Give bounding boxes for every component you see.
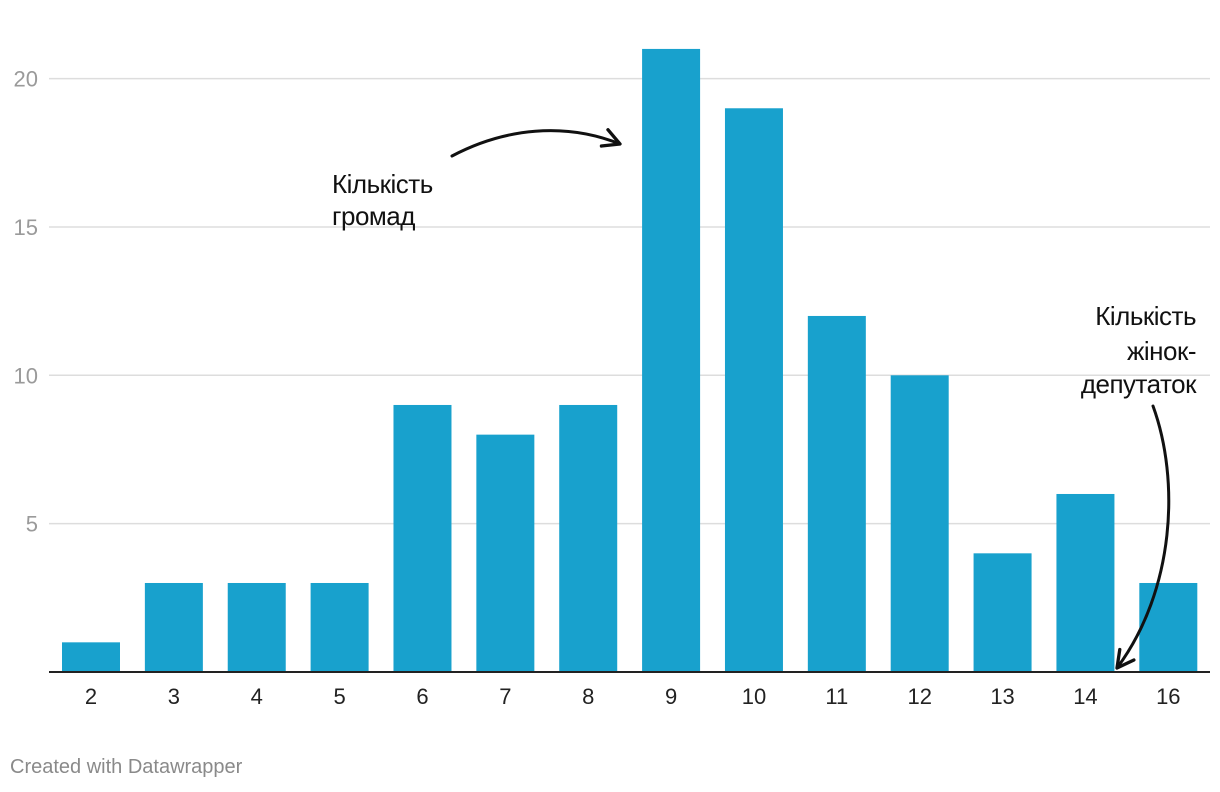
bar-13 <box>973 553 1032 672</box>
women-annotation-line-1: Кількість <box>1095 301 1196 331</box>
x-tick-label-5: 5 <box>333 684 345 709</box>
x-tick-label-3: 3 <box>168 684 180 709</box>
bars <box>62 48 1198 673</box>
women-arrow <box>1115 404 1171 670</box>
communities-annotation: Кількість громад <box>332 169 433 231</box>
communities-annotation-line-1: Кількість <box>332 169 433 199</box>
y-tick-label-10: 10 <box>14 363 38 388</box>
x-axis-ticks: 2 3 4 5 6 7 8 9 10 11 12 13 14 16 <box>85 684 1181 709</box>
women-annotation-line-2: жінок- <box>1127 336 1196 366</box>
x-tick-label-6: 6 <box>416 684 428 709</box>
x-tick-label-12: 12 <box>907 684 931 709</box>
x-tick-label-4: 4 <box>251 684 263 709</box>
x-tick-label-10: 10 <box>742 684 766 709</box>
gridlines <box>49 77 1210 525</box>
x-tick-label-16: 16 <box>1156 684 1180 709</box>
bar-6 <box>393 404 452 672</box>
bar-16 <box>1139 582 1198 672</box>
x-tick-label-7: 7 <box>499 684 511 709</box>
x-tick-label-8: 8 <box>582 684 594 709</box>
communities-annotation-line-2: громад <box>332 201 415 231</box>
y-tick-label-20: 20 <box>14 67 38 92</box>
bar-5 <box>310 582 369 672</box>
credit-text: Created with Datawrapper <box>10 756 243 778</box>
women-annotation: Кількість жінок- депутаток <box>1081 301 1198 399</box>
x-tick-label-2: 2 <box>85 684 97 709</box>
bar-11 <box>807 315 866 672</box>
x-tick-label-9: 9 <box>665 684 677 709</box>
bar-14 <box>1056 493 1115 672</box>
bar-7 <box>476 434 535 672</box>
bar-12 <box>890 375 949 672</box>
bar-3 <box>144 582 203 672</box>
bar-10 <box>724 108 783 672</box>
y-axis-ticks: 5 10 15 20 <box>14 67 38 537</box>
bar-9 <box>642 48 701 673</box>
bar-4 <box>227 582 286 672</box>
bar-8 <box>559 404 618 672</box>
x-tick-label-11: 11 <box>825 684 848 709</box>
women-annotation-line-3: депутаток <box>1081 369 1197 399</box>
x-tick-label-13: 13 <box>990 684 1014 709</box>
communities-arrow <box>450 128 622 158</box>
bar-2 <box>62 642 120 672</box>
y-tick-label-5: 5 <box>26 512 38 537</box>
y-tick-label-15: 15 <box>14 215 38 240</box>
x-tick-label-14: 14 <box>1073 684 1097 709</box>
